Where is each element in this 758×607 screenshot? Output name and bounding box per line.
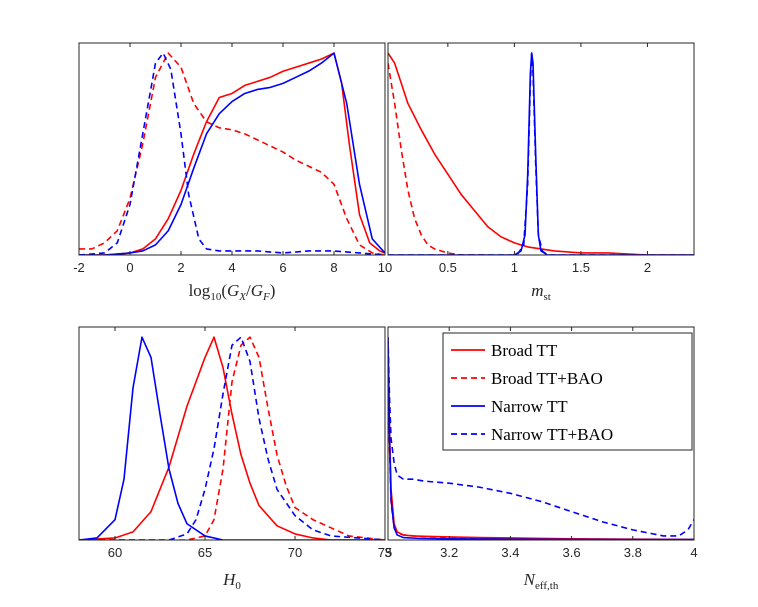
series-line-broad-tt-bao: [79, 336, 385, 540]
x-tick-label: 4: [690, 545, 697, 560]
series-line-broad-tt: [79, 52, 385, 255]
series-line-narrow-tt-bao: [79, 52, 385, 255]
axes-frame: [387, 42, 695, 256]
x-axis-label: mst: [531, 281, 551, 303]
x-tick-label: 1: [511, 260, 518, 275]
x-tick-label: 6: [279, 260, 286, 275]
series-line-broad-tt: [79, 336, 385, 540]
panel-n-eff-th: 3 3.2 3.4 3.6 3.8 4 Neff,th: [384, 326, 698, 592]
panel-log-gx-gf: -2 0 2 4 6 8 10 log10(GX/GF): [73, 42, 392, 303]
x-tick-label: 75: [378, 545, 392, 560]
x-tick-label: 2: [177, 260, 184, 275]
x-tick-label: 2: [644, 260, 651, 275]
x-tick-label: 65: [198, 545, 212, 560]
x-tick-label: 3: [384, 545, 391, 560]
x-tick-label: 3.8: [624, 545, 642, 560]
x-axis-label: Neff,th: [523, 570, 559, 592]
legend-box: [442, 332, 693, 451]
legend-label: Broad TT: [491, 341, 558, 360]
x-axis-label: H0: [222, 570, 241, 592]
x-tick-label: 70: [288, 545, 302, 560]
series-line-narrow-tt-bao: [388, 52, 694, 255]
x-tick-label: 3.2: [440, 545, 458, 560]
legend-item: Narrow TT: [451, 397, 568, 416]
legend-label: Narrow TT: [491, 397, 568, 416]
legend-item: Broad TT: [451, 341, 558, 360]
axes-frame: [78, 326, 386, 541]
x-tick-label: 3.6: [563, 545, 581, 560]
legend-item: Broad TT+BAO: [451, 369, 603, 388]
legend-item: Narrow TT+BAO: [451, 425, 613, 444]
series-line-narrow-tt-bao: [388, 337, 694, 537]
x-tick-label: 8: [330, 260, 337, 275]
legend-label: Broad TT+BAO: [491, 369, 603, 388]
series-line-narrow-tt-bao: [79, 336, 385, 540]
x-tick-label: -2: [73, 260, 85, 275]
series-line-broad-tt: [388, 52, 694, 255]
x-tick-label: 10: [378, 260, 392, 275]
legend: Broad TT Broad TT+BAO Narrow TT Narrow TT+B…: [442, 332, 693, 451]
series-line-narrow-tt: [79, 336, 385, 540]
series-line-broad-tt-bao: [79, 52, 385, 255]
x-tick-label: 0.5: [439, 260, 457, 275]
panel-h0: 60 65 70 75 H0: [78, 326, 392, 592]
panel-m-st: 0.5 1 1.5 2 mst: [387, 42, 695, 303]
series-line-narrow-tt: [388, 341, 694, 540]
legend-label: Narrow TT+BAO: [491, 425, 613, 444]
x-axis-label: log10(GX/GF): [189, 281, 276, 303]
x-tick-label: 0: [126, 260, 133, 275]
series-line-narrow-tt: [79, 52, 385, 255]
x-tick-label: 60: [108, 545, 122, 560]
x-tick-label: 1.5: [572, 260, 590, 275]
x-tick-label: 3.4: [501, 545, 519, 560]
axes-frame: [387, 326, 695, 541]
x-tick-label: 4: [228, 260, 235, 275]
